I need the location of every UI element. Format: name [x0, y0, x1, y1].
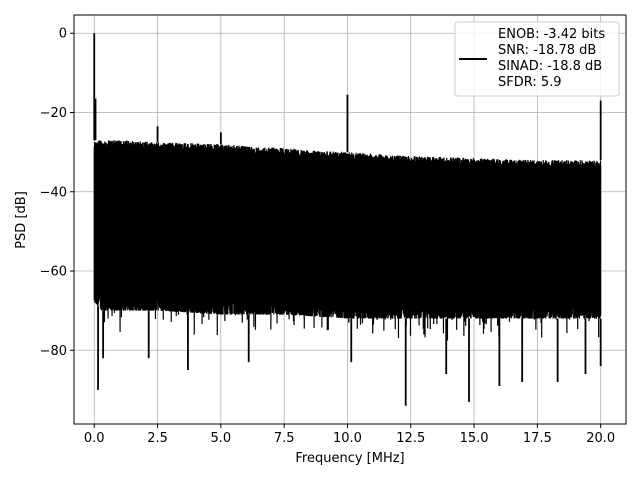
plot-frame: [73, 14, 627, 425]
x-tick-label: 10.0: [333, 431, 362, 446]
x-tick-label: 15.0: [460, 431, 489, 446]
x-tick-label: 12.5: [396, 431, 425, 446]
y-tick-label: 0: [59, 27, 67, 42]
legend-box: [454, 21, 620, 97]
x-tick-label: 17.5: [523, 431, 552, 446]
legend-line-snr: SNR: -18.78 dB: [498, 43, 596, 58]
legend: ENOB: -3.42 bits SNR: -18.78 dB SINAD: -…: [454, 21, 620, 97]
x-tick-label: 20.0: [586, 431, 615, 446]
x-tick-label: 2.5: [147, 431, 168, 446]
y-axis-label: PSD [dB]: [14, 191, 29, 249]
x-axis-ticks: 0.0 2.5 5.0 7.5 10.0 12.5 15.0 17.5 20.0: [84, 424, 615, 446]
legend-line-sinad: SINAD: -18.8 dB: [498, 59, 602, 74]
y-axis-ticks: 0 −20 −40 −60 −80: [40, 27, 74, 359]
y-tick-label: −40: [40, 185, 67, 200]
legend-line-sfdr: SFDR: 5.9: [498, 75, 562, 90]
legend-line-enob: ENOB: -3.42 bits: [498, 27, 605, 42]
x-tick-label: 0.0: [84, 431, 105, 446]
psd-series-line: [93, 140, 602, 341]
y-tick-label: −80: [40, 344, 67, 359]
series-layer: [93, 33, 602, 406]
y-tick-label: −60: [40, 265, 67, 280]
x-axis-label: Frequency [MHz]: [295, 451, 404, 466]
x-tick-label: 5.0: [211, 431, 232, 446]
x-tick-label: 7.5: [274, 431, 295, 446]
y-tick-label: −20: [40, 106, 67, 121]
